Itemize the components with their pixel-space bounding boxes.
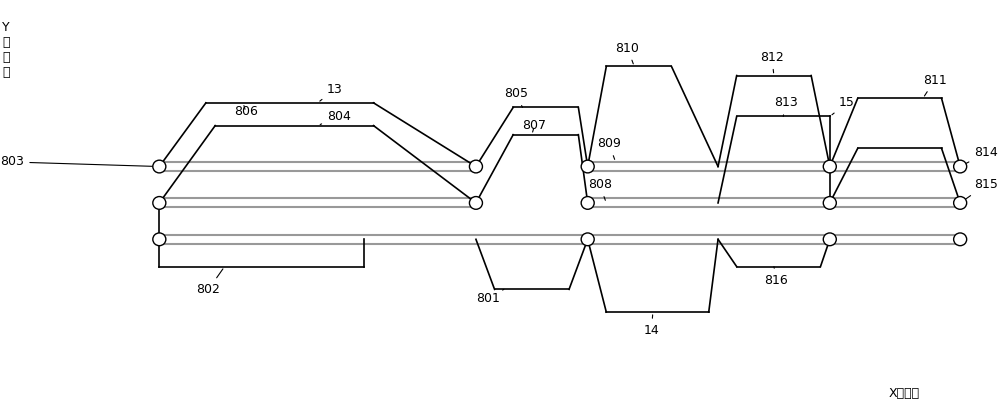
Text: 805: 805 xyxy=(504,87,528,107)
Text: 807: 807 xyxy=(522,119,546,132)
Text: 806: 806 xyxy=(234,105,258,119)
Text: 814: 814 xyxy=(963,146,998,165)
Text: 15: 15 xyxy=(832,96,855,115)
Circle shape xyxy=(954,197,967,209)
Text: Y
向
正
向: Y 向 正 向 xyxy=(2,21,9,79)
Circle shape xyxy=(581,233,594,246)
Circle shape xyxy=(469,197,482,209)
Circle shape xyxy=(153,197,166,209)
Text: 801: 801 xyxy=(476,289,504,305)
Circle shape xyxy=(581,197,594,209)
Circle shape xyxy=(153,233,166,246)
Text: X向正向: X向正向 xyxy=(889,387,920,399)
Text: 808: 808 xyxy=(588,178,612,200)
Text: 811: 811 xyxy=(923,73,947,96)
Text: 816: 816 xyxy=(765,267,788,287)
Text: 803: 803 xyxy=(0,156,157,168)
Text: 804: 804 xyxy=(320,110,351,124)
Text: 813: 813 xyxy=(774,96,798,117)
Circle shape xyxy=(954,233,967,246)
Text: 13: 13 xyxy=(320,83,343,101)
Text: 809: 809 xyxy=(597,137,621,159)
Text: 810: 810 xyxy=(616,42,639,64)
Circle shape xyxy=(823,197,836,209)
Text: 812: 812 xyxy=(760,51,784,73)
Circle shape xyxy=(954,160,967,173)
Text: 14: 14 xyxy=(644,315,659,337)
Circle shape xyxy=(153,160,166,173)
Circle shape xyxy=(823,160,836,173)
Text: 815: 815 xyxy=(962,178,998,201)
Circle shape xyxy=(581,160,594,173)
Text: 802: 802 xyxy=(197,269,223,296)
Circle shape xyxy=(823,233,836,246)
Circle shape xyxy=(469,160,482,173)
